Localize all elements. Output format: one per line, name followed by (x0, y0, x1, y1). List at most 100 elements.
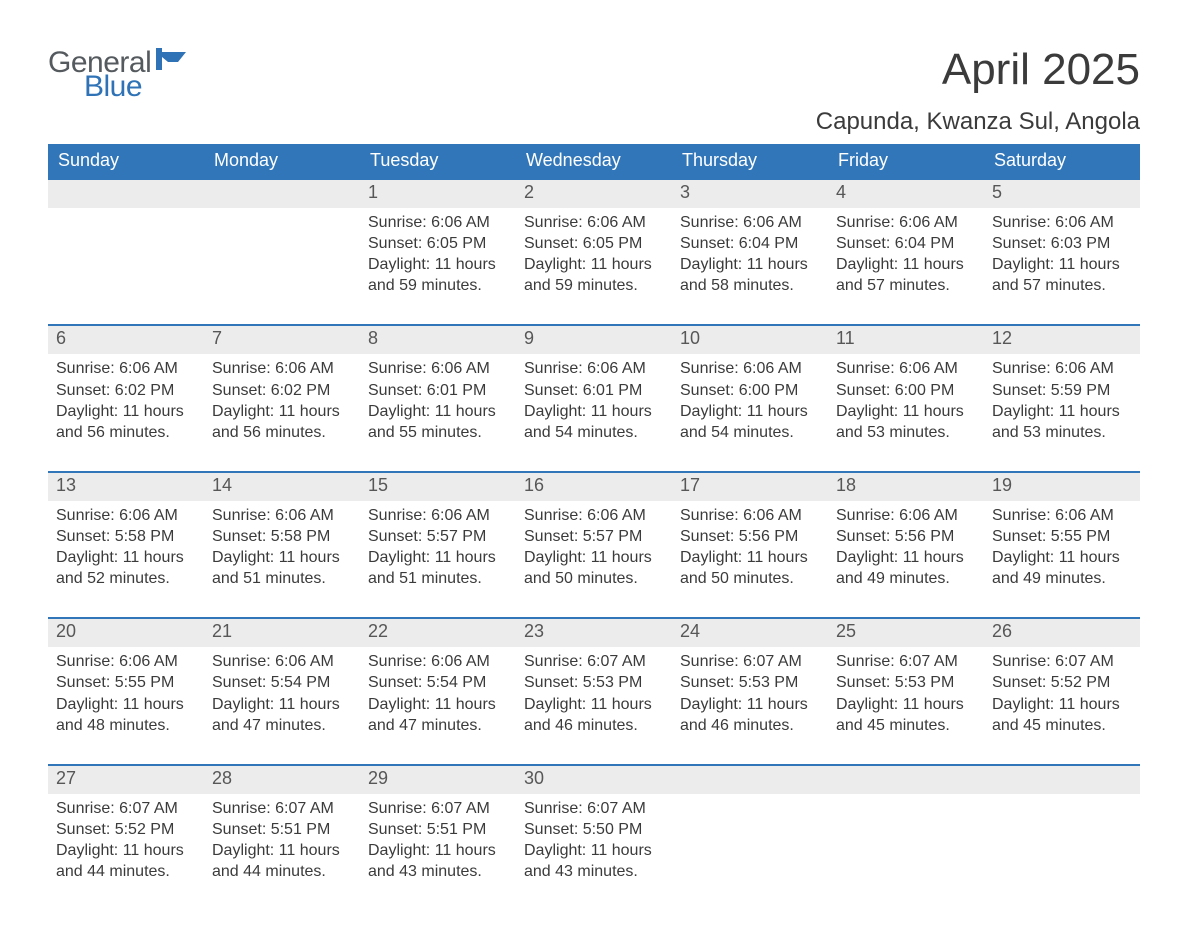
sunrise-text: Sunrise: 6:07 AM (524, 651, 664, 672)
sunrise-text: Sunrise: 6:06 AM (524, 505, 664, 526)
daylight-text: Daylight: 11 hours and 54 minutes. (680, 401, 820, 443)
sunset-text: Sunset: 5:51 PM (212, 819, 352, 840)
day-number: 10 (672, 326, 828, 354)
sunset-text: Sunset: 6:00 PM (680, 380, 820, 401)
sunset-text: Sunset: 5:53 PM (680, 672, 820, 693)
daylight-text: Daylight: 11 hours and 49 minutes. (992, 547, 1132, 589)
daylight-text: Daylight: 11 hours and 57 minutes. (836, 254, 976, 296)
sunset-text: Sunset: 5:54 PM (212, 672, 352, 693)
day-number: 15 (360, 473, 516, 501)
day-number: 9 (516, 326, 672, 354)
day-number: 14 (204, 473, 360, 501)
day-cell: Sunrise: 6:06 AMSunset: 6:04 PMDaylight:… (672, 208, 828, 324)
weekday-header: Friday (828, 144, 984, 178)
daylight-text: Daylight: 11 hours and 56 minutes. (56, 401, 196, 443)
sunset-text: Sunset: 5:58 PM (56, 526, 196, 547)
sunset-text: Sunset: 5:56 PM (836, 526, 976, 547)
daylight-text: Daylight: 11 hours and 56 minutes. (212, 401, 352, 443)
sunset-text: Sunset: 6:02 PM (212, 380, 352, 401)
day-number: 1 (360, 180, 516, 208)
day-cell: Sunrise: 6:06 AMSunset: 6:03 PMDaylight:… (984, 208, 1140, 324)
sunrise-text: Sunrise: 6:06 AM (56, 505, 196, 526)
day-number: 17 (672, 473, 828, 501)
day-cell: Sunrise: 6:06 AMSunset: 5:56 PMDaylight:… (828, 501, 984, 617)
title-block: April 2025 Capunda, Kwanza Sul, Angola (816, 48, 1140, 136)
daylight-text: Daylight: 11 hours and 59 minutes. (524, 254, 664, 296)
sunrise-text: Sunrise: 6:06 AM (368, 358, 508, 379)
day-number (204, 180, 360, 208)
sunrise-text: Sunrise: 6:07 AM (212, 798, 352, 819)
daylight-text: Daylight: 11 hours and 53 minutes. (836, 401, 976, 443)
brand-flag-icon (156, 48, 190, 77)
daylight-text: Daylight: 11 hours and 44 minutes. (56, 840, 196, 882)
day-cell (672, 794, 828, 910)
day-cell: Sunrise: 6:06 AMSunset: 6:01 PMDaylight:… (516, 354, 672, 470)
daylight-text: Daylight: 11 hours and 51 minutes. (212, 547, 352, 589)
day-cell: Sunrise: 6:07 AMSunset: 5:53 PMDaylight:… (516, 647, 672, 763)
daylight-text: Daylight: 11 hours and 59 minutes. (368, 254, 508, 296)
sunset-text: Sunset: 5:54 PM (368, 672, 508, 693)
day-number: 25 (828, 619, 984, 647)
day-number: 16 (516, 473, 672, 501)
daylight-text: Daylight: 11 hours and 51 minutes. (368, 547, 508, 589)
day-cell: Sunrise: 6:07 AMSunset: 5:50 PMDaylight:… (516, 794, 672, 910)
daylight-text: Daylight: 11 hours and 43 minutes. (368, 840, 508, 882)
weekday-header: Monday (204, 144, 360, 178)
sunset-text: Sunset: 5:53 PM (524, 672, 664, 693)
day-cell (828, 794, 984, 910)
daylight-text: Daylight: 11 hours and 52 minutes. (56, 547, 196, 589)
daylight-text: Daylight: 11 hours and 50 minutes. (524, 547, 664, 589)
sunrise-text: Sunrise: 6:07 AM (992, 651, 1132, 672)
day-number: 8 (360, 326, 516, 354)
brand-logo: General Blue (48, 48, 190, 102)
daylight-text: Daylight: 11 hours and 50 minutes. (680, 547, 820, 589)
day-cell: Sunrise: 6:06 AMSunset: 5:57 PMDaylight:… (516, 501, 672, 617)
sunset-text: Sunset: 6:04 PM (680, 233, 820, 254)
sunset-text: Sunset: 5:56 PM (680, 526, 820, 547)
sunrise-text: Sunrise: 6:07 AM (56, 798, 196, 819)
month-title: April 2025 (816, 48, 1140, 92)
day-cell: Sunrise: 6:06 AMSunset: 5:59 PMDaylight:… (984, 354, 1140, 470)
sunrise-text: Sunrise: 6:06 AM (212, 651, 352, 672)
sunrise-text: Sunrise: 6:06 AM (680, 505, 820, 526)
day-number: 26 (984, 619, 1140, 647)
weekday-header: Tuesday (360, 144, 516, 178)
calendar-week: 6789101112Sunrise: 6:06 AMSunset: 6:02 P… (48, 324, 1140, 470)
day-cell: Sunrise: 6:06 AMSunset: 5:56 PMDaylight:… (672, 501, 828, 617)
sunset-text: Sunset: 6:03 PM (992, 233, 1132, 254)
day-cell: Sunrise: 6:06 AMSunset: 6:01 PMDaylight:… (360, 354, 516, 470)
day-number (828, 766, 984, 794)
day-number: 30 (516, 766, 672, 794)
day-number: 20 (48, 619, 204, 647)
sunrise-text: Sunrise: 6:06 AM (836, 358, 976, 379)
sunrise-text: Sunrise: 6:06 AM (368, 212, 508, 233)
sunset-text: Sunset: 6:01 PM (524, 380, 664, 401)
daylight-text: Daylight: 11 hours and 48 minutes. (56, 694, 196, 736)
day-number: 27 (48, 766, 204, 794)
sunrise-text: Sunrise: 6:06 AM (836, 212, 976, 233)
sunrise-text: Sunrise: 6:06 AM (212, 358, 352, 379)
day-cell (204, 208, 360, 324)
day-number: 2 (516, 180, 672, 208)
day-number: 7 (204, 326, 360, 354)
day-cell (984, 794, 1140, 910)
daylight-text: Daylight: 11 hours and 58 minutes. (680, 254, 820, 296)
daylight-text: Daylight: 11 hours and 57 minutes. (992, 254, 1132, 296)
day-cell: Sunrise: 6:07 AMSunset: 5:52 PMDaylight:… (48, 794, 204, 910)
sunset-text: Sunset: 5:57 PM (368, 526, 508, 547)
day-cell: Sunrise: 6:06 AMSunset: 6:00 PMDaylight:… (828, 354, 984, 470)
sunrise-text: Sunrise: 6:07 AM (680, 651, 820, 672)
sunset-text: Sunset: 6:05 PM (524, 233, 664, 254)
calendar-week: 27282930Sunrise: 6:07 AMSunset: 5:52 PMD… (48, 764, 1140, 910)
day-number: 21 (204, 619, 360, 647)
day-number: 19 (984, 473, 1140, 501)
day-cell: Sunrise: 6:06 AMSunset: 6:04 PMDaylight:… (828, 208, 984, 324)
day-cell (48, 208, 204, 324)
sunset-text: Sunset: 6:04 PM (836, 233, 976, 254)
day-number: 12 (984, 326, 1140, 354)
sunset-text: Sunset: 6:05 PM (368, 233, 508, 254)
sunrise-text: Sunrise: 6:06 AM (680, 212, 820, 233)
daylight-text: Daylight: 11 hours and 49 minutes. (836, 547, 976, 589)
sunset-text: Sunset: 5:53 PM (836, 672, 976, 693)
weekday-header: Sunday (48, 144, 204, 178)
